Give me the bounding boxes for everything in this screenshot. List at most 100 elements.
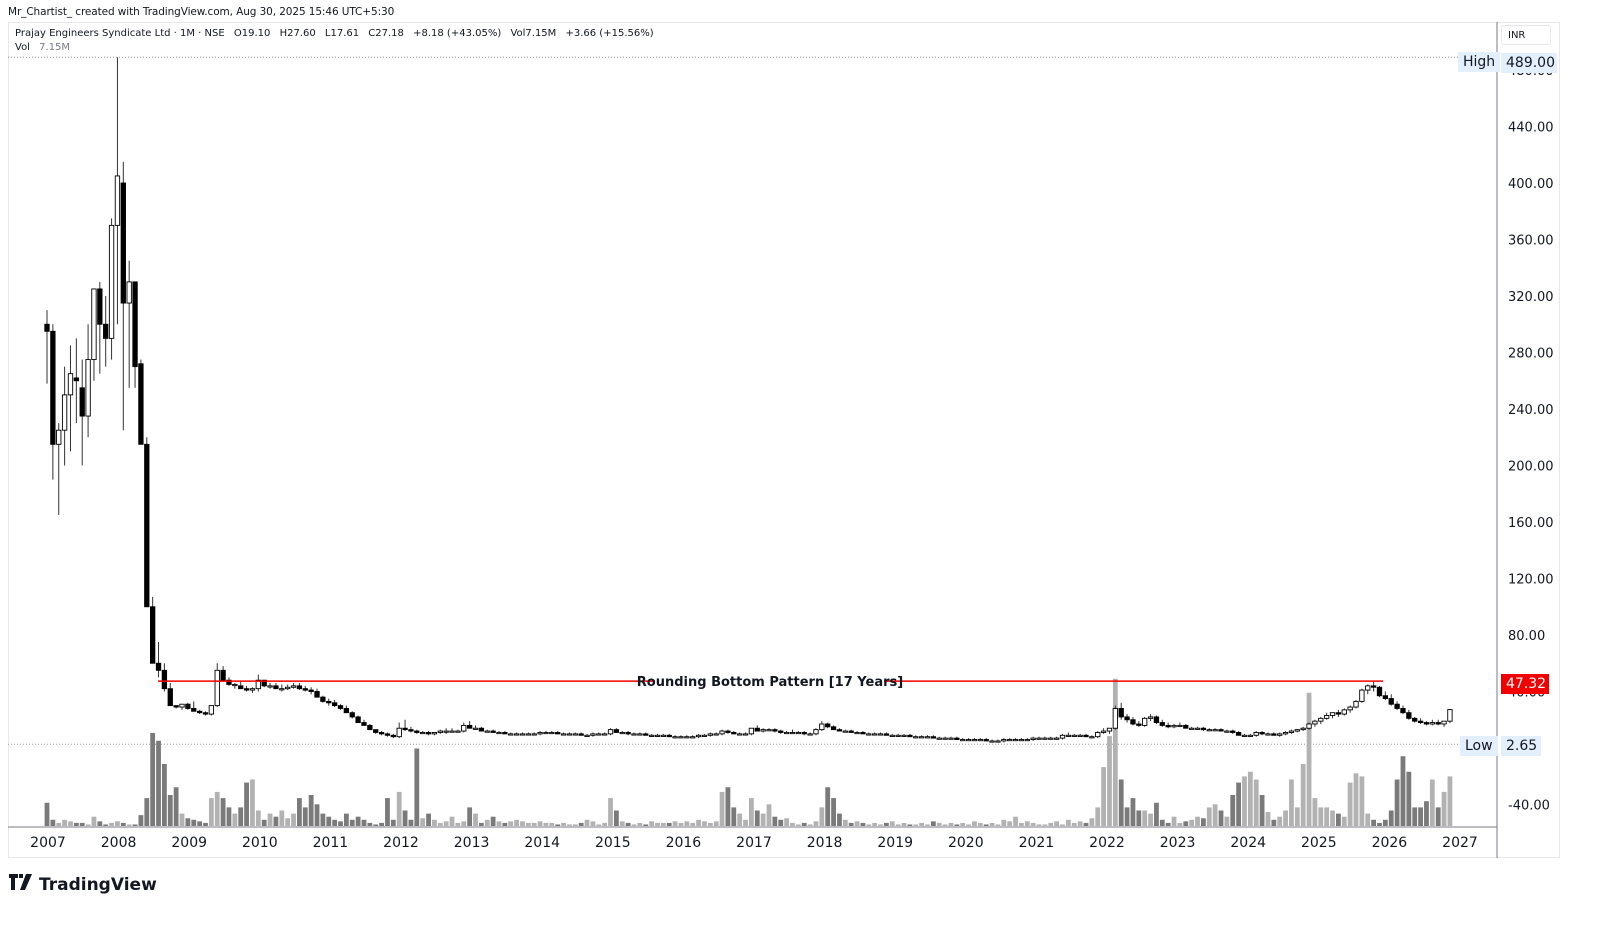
- candle-body: [1341, 709, 1347, 715]
- volume-bar: [807, 824, 813, 826]
- volume-bar: [989, 822, 995, 826]
- volume-bar: [754, 810, 760, 826]
- volume-bar: [713, 821, 719, 826]
- candle-body: [1312, 720, 1318, 725]
- candle-body: [144, 443, 150, 608]
- candle-body: [1159, 722, 1165, 726]
- candle-body: [748, 727, 755, 735]
- candle-body: [525, 733, 531, 736]
- tradingview-logo[interactable]: TradingView: [9, 874, 157, 895]
- volume-bar: [913, 824, 919, 826]
- volume-bar: [1101, 767, 1106, 826]
- candle-body: [1165, 724, 1171, 728]
- x-tick-label: 2020: [948, 835, 984, 851]
- volume-bar: [872, 822, 878, 826]
- candle-body: [425, 732, 432, 735]
- volume-row: Vol 7.15M: [15, 41, 660, 55]
- candle-body: [1224, 730, 1230, 733]
- volume-bar: [1212, 804, 1218, 826]
- tradingview-logo-icon: [9, 874, 33, 895]
- candle-body: [437, 730, 443, 733]
- volume-label[interactable]: Vol: [15, 42, 30, 53]
- candle-body: [249, 688, 256, 691]
- candle-body: [613, 729, 620, 733]
- candle-body: [860, 732, 866, 735]
- candle-body: [367, 724, 373, 731]
- candle-body: [783, 732, 790, 735]
- volume-bar: [1289, 779, 1294, 826]
- candle-body: [965, 739, 972, 742]
- volume-bar: [396, 791, 402, 826]
- candle-body: [455, 730, 461, 733]
- candle-body: [320, 696, 326, 702]
- volume-bar: [884, 822, 889, 826]
- symbol-title[interactable]: Prajay Engineers Syndicate Ltd · 1M · NS…: [15, 28, 225, 39]
- volume-bar: [1353, 773, 1359, 826]
- volume-bar: [50, 819, 56, 826]
- candle-body: [255, 679, 261, 690]
- candle-body: [1065, 734, 1072, 737]
- volume-bar: [743, 819, 748, 826]
- volume-bar: [1013, 816, 1018, 826]
- candle-body: [1277, 733, 1283, 736]
- candle-body: [1036, 737, 1042, 740]
- x-tick-label: 2025: [1301, 835, 1337, 851]
- volume-bar: [942, 824, 948, 826]
- x-tick-label: 2023: [1160, 835, 1196, 851]
- volume-bar: [1412, 807, 1418, 826]
- x-tick-label: 2015: [595, 835, 631, 851]
- candle-body: [314, 691, 320, 698]
- candle-body: [73, 377, 80, 382]
- volume-bar: [643, 824, 649, 826]
- volume-bar: [784, 818, 790, 826]
- volume-bar: [484, 819, 490, 826]
- volume-bar: [1283, 810, 1288, 826]
- volume-bar: [1112, 678, 1118, 826]
- candle-body: [654, 734, 661, 737]
- volume-bar: [1136, 810, 1142, 826]
- volume-bar: [437, 822, 443, 826]
- volume-bar: [672, 821, 678, 826]
- candle-body: [813, 729, 819, 735]
- volume-bar: [1019, 822, 1024, 826]
- candle-body: [1288, 730, 1295, 733]
- volume-bar: [467, 807, 473, 826]
- volume-bar: [602, 822, 608, 826]
- candle-body: [1294, 729, 1300, 732]
- candle-body: [701, 734, 708, 737]
- x-tick-label: 2008: [101, 835, 137, 851]
- candle-body: [1400, 708, 1406, 714]
- candle-body: [737, 733, 743, 736]
- candle-body: [508, 733, 514, 736]
- volume-bar: [625, 822, 631, 826]
- candle-body: [678, 736, 684, 739]
- volume-bar: [1277, 816, 1283, 826]
- candle-body: [1007, 739, 1013, 742]
- candle-body: [1435, 722, 1441, 725]
- candle-body: [1212, 729, 1218, 732]
- candle-body: [402, 727, 408, 731]
- volume-bar: [120, 822, 126, 826]
- currency-button[interactable]: INR: [1501, 25, 1551, 45]
- volume-bar: [1247, 771, 1253, 826]
- candle-body: [537, 732, 543, 735]
- candle-body: [1365, 685, 1371, 691]
- low-label-tag: Low: [1460, 736, 1498, 756]
- candle-body: [913, 736, 919, 739]
- candle-body: [296, 685, 303, 690]
- volume-bar: [555, 824, 561, 826]
- volume-bar: [162, 764, 167, 826]
- candle-body: [713, 733, 719, 736]
- candle-body: [877, 733, 884, 736]
- volume-bar: [537, 821, 543, 826]
- candle-body: [466, 724, 473, 729]
- candle-body: [1089, 736, 1095, 739]
- candle-body: [44, 323, 50, 332]
- x-tick-label: 2026: [1372, 835, 1408, 851]
- volume-bar: [432, 819, 437, 826]
- volume-bar: [390, 819, 396, 826]
- candle-body: [50, 330, 56, 445]
- candle-body: [830, 726, 837, 731]
- volume-bar: [449, 816, 455, 826]
